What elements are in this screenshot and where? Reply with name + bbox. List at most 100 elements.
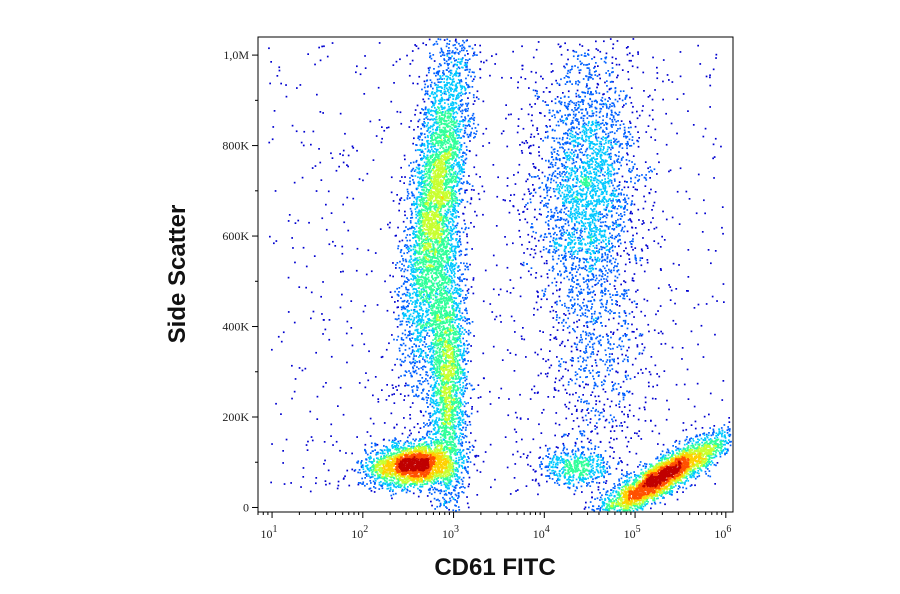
- event-dot: [425, 112, 428, 114]
- event-dot: [455, 216, 457, 219]
- event-dot: [453, 486, 456, 489]
- event-dot: [522, 127, 525, 130]
- event-dot: [595, 372, 598, 374]
- event-dot: [395, 267, 397, 269]
- event-dot: [579, 165, 581, 167]
- event-dot: [339, 449, 341, 452]
- event-dot: [405, 246, 408, 249]
- event-dot: [532, 184, 534, 186]
- event-dot: [565, 361, 567, 364]
- event-dot: [545, 360, 547, 363]
- event-dot: [608, 210, 610, 213]
- event-dot: [448, 52, 450, 55]
- event-dot: [543, 197, 546, 199]
- event-dot: [577, 103, 580, 106]
- event-dot: [429, 55, 432, 57]
- event-dot: [643, 90, 645, 92]
- event-dot: [568, 483, 570, 485]
- event-dot: [460, 79, 462, 81]
- event-dot: [380, 141, 383, 144]
- event-dot: [355, 71, 357, 74]
- event-dot: [437, 38, 440, 40]
- event-dot: [653, 329, 656, 332]
- event-dot: [411, 169, 414, 171]
- event-dot: [419, 439, 422, 442]
- event-dot: [647, 96, 650, 98]
- event-dot: [559, 102, 562, 105]
- event-dot: [639, 333, 642, 335]
- event-dot: [446, 62, 449, 65]
- event-dot: [574, 104, 577, 106]
- event-dot: [617, 161, 619, 163]
- event-dot: [595, 247, 598, 249]
- event-dot: [470, 222, 472, 224]
- event-dot: [617, 239, 620, 242]
- event-dot: [359, 482, 362, 484]
- event-dot: [557, 248, 560, 251]
- event-dot: [299, 84, 302, 86]
- event-dot: [540, 112, 542, 115]
- event-dot: [579, 315, 582, 317]
- event-dot: [425, 125, 428, 128]
- event-dot: [727, 428, 730, 430]
- event-dot: [613, 266, 615, 269]
- event-dot: [575, 161, 578, 163]
- event-dot: [614, 419, 617, 422]
- event-dot: [420, 383, 423, 386]
- event-dot: [604, 391, 607, 393]
- event-dot: [361, 464, 364, 467]
- event-dot: [596, 508, 598, 510]
- event-dot: [609, 430, 612, 433]
- event-dot: [439, 502, 442, 505]
- event-dot: [634, 247, 637, 249]
- event-dot: [464, 69, 467, 71]
- event-dot: [556, 234, 558, 236]
- event-dot: [364, 67, 367, 69]
- event-dot: [618, 155, 620, 158]
- event-dot: [606, 112, 608, 115]
- event-dot: [582, 394, 584, 396]
- event-dot: [695, 434, 698, 437]
- event-dot: [550, 235, 552, 238]
- event-dot: [590, 279, 592, 281]
- event-dot: [412, 367, 415, 370]
- event-dot: [560, 218, 562, 221]
- event-dot: [429, 489, 431, 491]
- event-dot: [609, 81, 612, 83]
- event-dot: [668, 284, 670, 286]
- event-dot: [570, 122, 573, 124]
- event-dot: [492, 345, 495, 348]
- event-dot: [432, 488, 435, 491]
- event-dot: [474, 135, 476, 138]
- event-dot: [573, 227, 576, 230]
- event-dot: [403, 270, 406, 273]
- event-dot: [623, 133, 625, 135]
- event-dot: [389, 274, 391, 277]
- event-dot: [551, 164, 554, 166]
- event-dot: [624, 135, 627, 138]
- event-dot: [393, 393, 395, 395]
- event-dot: [559, 230, 561, 233]
- event-dot: [586, 113, 589, 115]
- event-dot: [415, 355, 417, 357]
- event-dot: [594, 74, 597, 76]
- event-dot: [559, 229, 562, 232]
- event-dot: [553, 175, 556, 177]
- event-dot: [606, 257, 609, 260]
- event-dot: [683, 443, 686, 446]
- event-dot: [548, 173, 551, 176]
- event-dot: [617, 224, 619, 227]
- event-dot: [462, 49, 465, 52]
- event-dot: [537, 41, 540, 43]
- event-dot: [558, 423, 561, 426]
- event-dot: [408, 126, 411, 128]
- event-dot: [555, 281, 558, 283]
- event-dot: [415, 338, 418, 340]
- event-dot: [460, 115, 463, 118]
- event-dot: [556, 150, 559, 152]
- event-dot: [598, 342, 601, 345]
- event-dot: [568, 312, 571, 315]
- event-dot: [354, 469, 357, 471]
- event-dot: [419, 354, 421, 357]
- event-dot: [699, 434, 701, 437]
